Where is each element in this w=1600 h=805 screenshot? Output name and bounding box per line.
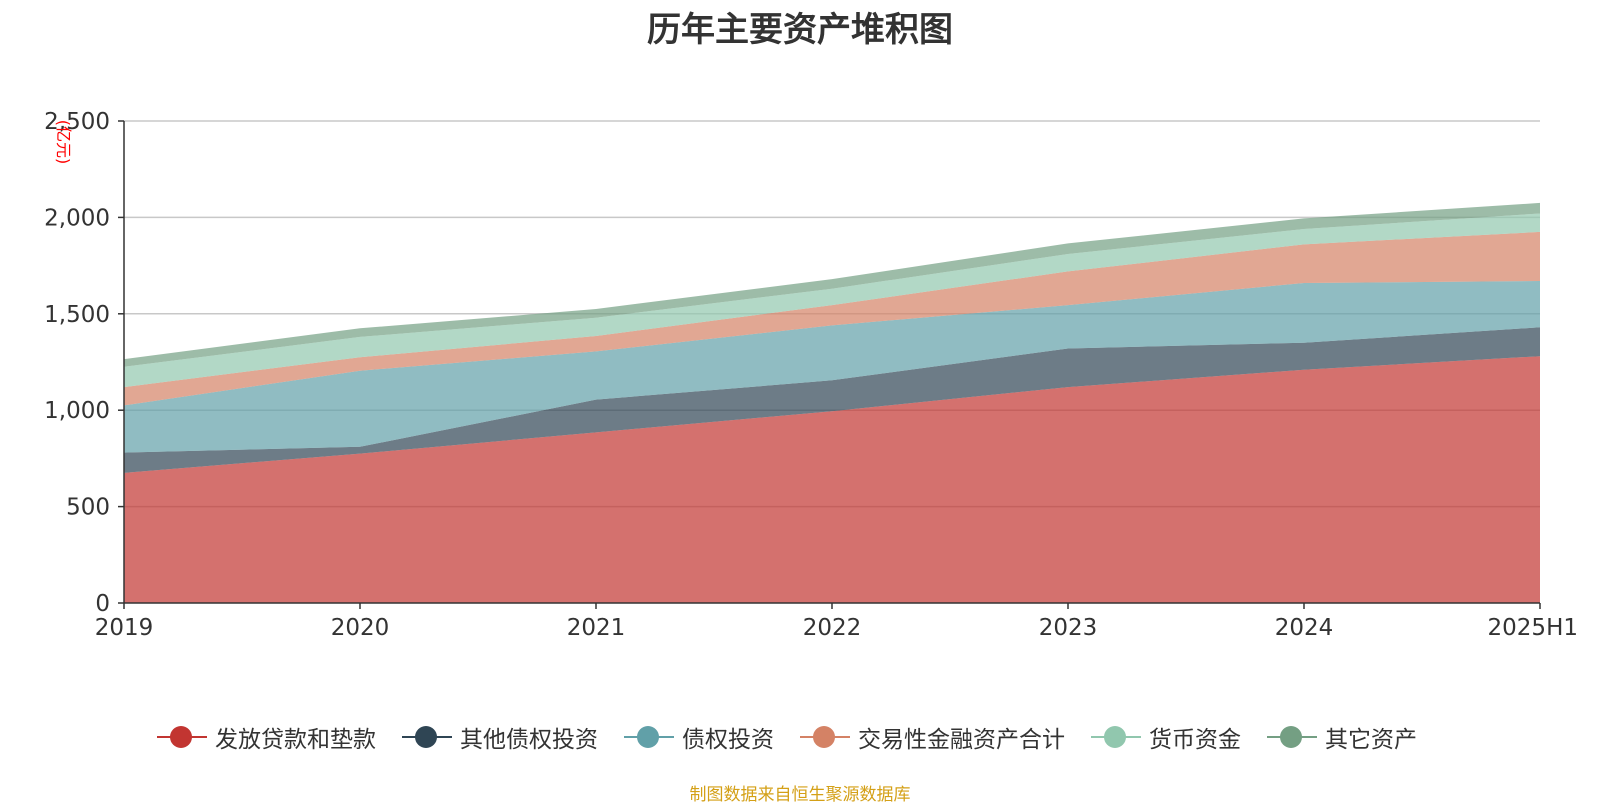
legend-label: 发放贷款和垫款 [215,727,376,753]
legend-item[interactable]: 交易性金融资产合计 [800,718,1065,758]
y-tick-label: 2,000 [44,205,110,231]
legend-marker-icon [1104,726,1126,748]
chart-legend: 发放贷款和垫款 其他债权投资 债权投资 交易性金融资产合计 货币资金 其它资产 [0,718,1600,758]
y-tick-label: 1,000 [44,398,110,424]
legend-marker-icon [1280,726,1302,748]
legend-marker-icon [415,726,437,748]
legend-item[interactable]: 货币资金 [1091,718,1241,758]
legend-item[interactable]: 债权投资 [624,718,774,758]
y-tick-label: 0 [95,591,110,617]
legend-label: 交易性金融资产合计 [858,727,1065,753]
legend-marker-icon [637,726,659,748]
legend-marker-icon [813,726,835,748]
axes: 0 500 1,000 1,500 2,000 2,500 2019 2020 2021 2022… [44,109,1578,641]
legend-label: 其它资产 [1325,727,1417,753]
legend-marker-icon [170,726,192,748]
x-tick-label: 2019 [95,615,154,641]
y-axis-unit-label: (亿元) [54,120,73,165]
x-tick-label: 2023 [1039,615,1098,641]
source-note: 制图数据来自恒生聚源数据库 [689,785,911,805]
chart-title: 历年主要资产堆积图 [647,10,953,50]
area-series-6 [124,202,1540,367]
area-series-5 [124,213,1540,388]
y-tick-label: 500 [66,495,110,521]
x-tick-label: 2021 [567,615,626,641]
area-series-2 [124,327,1540,473]
x-tick-label: 2022 [803,615,862,641]
x-tick-label: 2024 [1275,615,1334,641]
legend-label: 债权投资 [682,727,774,753]
x-tick-label: 2020 [331,615,390,641]
legend-label: 货币资金 [1149,727,1241,753]
legend-label: 其他债权投资 [460,727,598,753]
y-tick-label: 2,500 [44,109,110,135]
legend-item[interactable]: 其它资产 [1267,718,1417,758]
y-tick-label: 1,500 [44,302,110,328]
legend-item[interactable]: 发放贷款和垫款 [157,718,376,758]
area-series-1 [124,356,1540,603]
area-series-layer [124,202,1540,603]
area-series-3 [124,281,1540,453]
x-tick-label: 2025H1 [1488,615,1578,641]
area-series-4 [124,231,1540,406]
legend-item[interactable]: 其他债权投资 [402,718,598,758]
